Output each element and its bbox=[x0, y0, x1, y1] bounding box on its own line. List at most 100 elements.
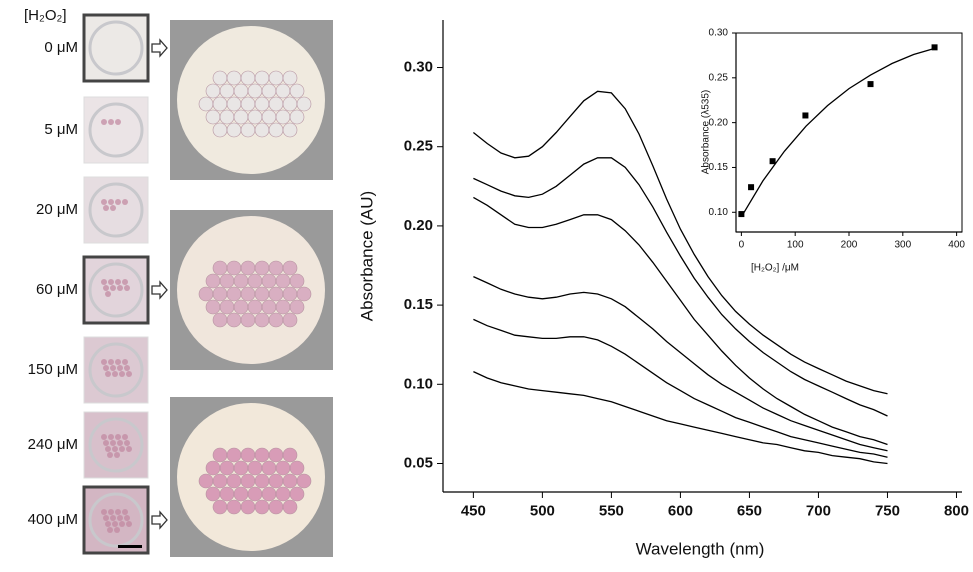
bead bbox=[261, 273, 277, 289]
x-axis-title: [H₂O₂] /μM bbox=[751, 263, 799, 274]
bead-spot bbox=[119, 446, 125, 452]
bead bbox=[275, 460, 291, 476]
bead bbox=[240, 447, 256, 463]
bead-spot bbox=[115, 359, 121, 365]
bead-spot bbox=[117, 515, 123, 521]
bead bbox=[212, 70, 228, 86]
bead bbox=[296, 473, 312, 489]
bead bbox=[240, 122, 256, 138]
y-tick-label: 0.25 bbox=[709, 72, 729, 83]
x-tick-label: 550 bbox=[599, 502, 624, 519]
bead bbox=[212, 260, 228, 276]
well-photo bbox=[83, 411, 149, 479]
bead-spot bbox=[119, 521, 125, 527]
bead-spot bbox=[114, 527, 120, 533]
bead-spot bbox=[110, 515, 116, 521]
well-photo bbox=[82, 485, 150, 555]
y-tick-label: 0.05 bbox=[404, 454, 433, 471]
bead bbox=[240, 260, 256, 276]
bead-spot bbox=[122, 199, 128, 205]
bead bbox=[289, 486, 305, 502]
bead bbox=[254, 96, 270, 112]
bead bbox=[268, 122, 284, 138]
x-tick-label: 500 bbox=[530, 502, 555, 519]
bead-spot bbox=[107, 527, 113, 533]
bead-spot bbox=[103, 365, 109, 371]
bead-spot bbox=[124, 515, 130, 521]
bead-spot bbox=[103, 515, 109, 521]
bead-spot bbox=[117, 440, 123, 446]
bead-spot bbox=[101, 279, 107, 285]
bead bbox=[254, 286, 270, 302]
bead-spot bbox=[117, 285, 123, 291]
well bbox=[88, 102, 144, 158]
curve bbox=[473, 196, 888, 446]
bead bbox=[212, 499, 228, 515]
scale-bar bbox=[118, 545, 142, 548]
bead bbox=[233, 486, 249, 502]
x-tick-label: 800 bbox=[944, 502, 969, 519]
x-tick-label: 700 bbox=[806, 502, 831, 519]
bead-spot bbox=[103, 205, 109, 211]
concentration-label: 150 μM bbox=[28, 361, 78, 378]
bead bbox=[254, 499, 270, 515]
bead bbox=[233, 83, 249, 99]
bead bbox=[212, 312, 228, 328]
well bbox=[88, 342, 144, 398]
data-point bbox=[738, 211, 745, 218]
bead-spot bbox=[110, 365, 116, 371]
bead bbox=[268, 70, 284, 86]
bead-spot bbox=[107, 452, 113, 458]
bead bbox=[268, 473, 284, 489]
bead bbox=[254, 70, 270, 86]
well-photo bbox=[83, 336, 149, 404]
bead-spot bbox=[108, 279, 114, 285]
bead-spot bbox=[110, 440, 116, 446]
bead bbox=[247, 109, 263, 125]
bead-spot bbox=[122, 509, 128, 515]
y-tick-label: 0.30 bbox=[709, 28, 729, 39]
bead bbox=[261, 83, 277, 99]
bead bbox=[254, 312, 270, 328]
bead-spot bbox=[115, 434, 121, 440]
bead bbox=[205, 109, 221, 125]
bead bbox=[282, 260, 298, 276]
arrow bbox=[151, 280, 168, 300]
x-tick-label: 650 bbox=[737, 502, 762, 519]
bead bbox=[282, 122, 298, 138]
bead-spot bbox=[105, 446, 111, 452]
bead-spot bbox=[114, 452, 120, 458]
bead bbox=[240, 312, 256, 328]
bead bbox=[268, 447, 284, 463]
bead-spot bbox=[103, 440, 109, 446]
concentration-label: 400 μM bbox=[28, 511, 78, 528]
concentration-label: 240 μM bbox=[28, 436, 78, 453]
bead-spot bbox=[124, 285, 130, 291]
bead-spot bbox=[108, 119, 114, 125]
bead-spot bbox=[112, 371, 118, 377]
bead bbox=[205, 486, 221, 502]
bead bbox=[226, 122, 242, 138]
y-tick-label: 0.20 bbox=[709, 117, 729, 128]
plot-frame bbox=[735, 32, 963, 233]
bead bbox=[219, 299, 235, 315]
bead bbox=[198, 286, 214, 302]
data-point bbox=[931, 44, 938, 51]
data-point bbox=[769, 158, 776, 165]
bead-spot bbox=[105, 521, 111, 527]
well bbox=[88, 182, 144, 238]
bead-spot bbox=[115, 509, 121, 515]
well bbox=[88, 417, 144, 473]
bead-spot bbox=[122, 279, 128, 285]
bead-spot bbox=[122, 434, 128, 440]
bead-spot bbox=[101, 509, 107, 515]
bead bbox=[233, 460, 249, 476]
bead-spot bbox=[126, 521, 132, 527]
bead bbox=[296, 286, 312, 302]
bead bbox=[247, 299, 263, 315]
bead bbox=[254, 260, 270, 276]
bead bbox=[254, 122, 270, 138]
concentration-label: 60 μM bbox=[36, 281, 78, 298]
bead bbox=[219, 109, 235, 125]
bead-spot bbox=[115, 279, 121, 285]
